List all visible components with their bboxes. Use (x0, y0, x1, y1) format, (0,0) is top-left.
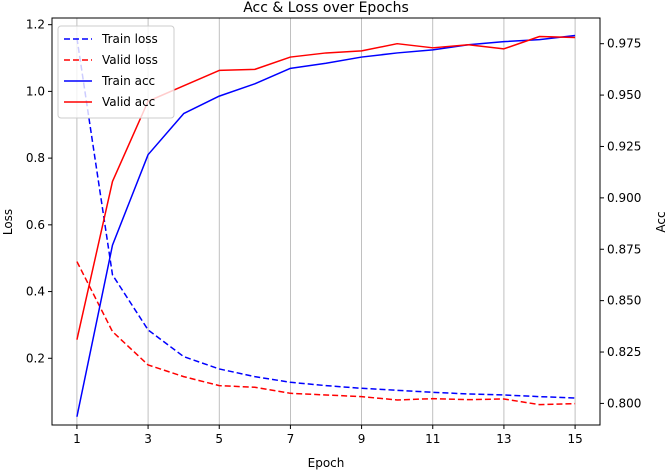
data-point-train-loss (574, 397, 576, 399)
data-point-valid-acc (432, 47, 434, 49)
x-tick-label: 15 (567, 432, 582, 446)
data-point-train-acc (574, 35, 576, 37)
data-point-train-loss (183, 356, 185, 358)
data-point-train-loss (218, 368, 220, 370)
x-tick-label: 13 (496, 432, 511, 446)
data-point-valid-acc (574, 37, 576, 39)
data-point-train-acc (112, 244, 114, 246)
data-point-valid-loss (396, 399, 398, 401)
data-point-valid-acc (218, 70, 220, 72)
series-line-train-acc (76, 34, 576, 417)
x-axis-label: Epoch (308, 456, 345, 470)
data-point-train-loss (467, 393, 469, 395)
right-y-tick-label: 0.875 (607, 242, 641, 256)
data-point-valid-acc (112, 181, 114, 183)
left-y-tick-label: 1.2 (26, 18, 45, 32)
data-point-valid-loss (467, 399, 469, 401)
data-point-valid-acc (254, 68, 256, 70)
data-point-valid-loss (325, 394, 327, 396)
data-point-train-loss (290, 381, 292, 383)
right-y-axis: 0.800 0.825 0.850 0.875 0.900 0.925 0.950 0.975 (600, 37, 641, 410)
data-point-valid-loss (76, 261, 78, 263)
data-point-train-acc (76, 416, 78, 418)
chart-title: Acc & Loss over Epochs (243, 0, 409, 16)
right-y-tick-label: 0.925 (607, 139, 641, 153)
data-point-valid-acc (467, 44, 469, 46)
data-point-train-acc (396, 52, 398, 54)
right-y-tick-label: 0.975 (607, 37, 641, 51)
data-point-train-loss (503, 394, 505, 396)
data-point-train-loss (112, 274, 114, 276)
right-y-tick-label: 0.825 (607, 345, 641, 359)
data-point-valid-loss (503, 398, 505, 400)
data-point-train-acc (503, 41, 505, 43)
data-point-train-loss (361, 387, 363, 389)
data-point-train-loss (539, 396, 541, 398)
data-point-train-loss (147, 329, 149, 331)
left-y-axis-label: Loss (1, 209, 15, 235)
left-y-tick-label: 0.4 (26, 285, 45, 299)
data-point-train-loss (325, 385, 327, 387)
data-point-train-acc (432, 49, 434, 51)
data-point-train-acc (361, 56, 363, 58)
left-y-tick-label: 0.2 (26, 351, 45, 365)
plot-frame (51, 17, 601, 426)
data-point-valid-acc (539, 36, 541, 38)
data-point-valid-acc (503, 48, 505, 50)
data-point-train-acc (539, 39, 541, 41)
data-point-valid-acc (183, 85, 185, 87)
legend-label-valid-acc: Valid acc (102, 95, 155, 109)
legend-box (57, 25, 175, 119)
right-y-axis-label: Acc (654, 211, 668, 232)
data-point-valid-loss (574, 403, 576, 405)
data-point-train-acc (290, 67, 292, 69)
series-line-valid-loss (76, 261, 576, 406)
data-point-valid-acc (396, 43, 398, 45)
data-point-valid-acc (325, 52, 327, 54)
left-y-axis: 0.2 0.4 0.6 0.8 1.0 1.2 (26, 18, 52, 365)
data-point-valid-loss (218, 385, 220, 387)
data-point-valid-loss (539, 404, 541, 406)
series-line-train-loss (76, 37, 576, 399)
data-point-valid-loss (290, 392, 292, 394)
data-point-train-loss (396, 389, 398, 391)
x-tick-label: 11 (425, 432, 440, 446)
data-point-valid-acc (290, 56, 292, 58)
x-tick-label: 3 (144, 432, 152, 446)
right-y-tick-label: 0.900 (607, 191, 641, 205)
data-point-valid-acc (76, 339, 78, 341)
data-point-train-loss (254, 376, 256, 378)
data-point-train-loss (432, 391, 434, 393)
left-y-tick-label: 0.6 (26, 218, 45, 232)
data-point-valid-loss (432, 398, 434, 400)
x-tick-label: 9 (358, 432, 366, 446)
left-y-tick-label: 1.0 (26, 84, 45, 98)
right-y-tick-label: 0.950 (607, 88, 641, 102)
x-tick-label: 5 (215, 432, 223, 446)
legend-label-train-loss: Train loss (101, 32, 158, 46)
data-point-valid-loss (112, 331, 114, 333)
data-point-train-acc (325, 62, 327, 64)
data-point-valid-loss (361, 396, 363, 398)
data-point-valid-loss (147, 364, 149, 366)
data-point-train-acc (254, 83, 256, 85)
data-point-valid-loss (183, 376, 185, 378)
data-point-train-acc (218, 95, 220, 97)
data-point-valid-acc (361, 50, 363, 52)
legend-label-valid-loss: Valid loss (102, 53, 158, 67)
data-point-train-acc (183, 113, 185, 115)
data-point-valid-loss (254, 386, 256, 388)
legend-label-train-acc: Train acc (101, 74, 155, 88)
right-y-tick-label: 0.850 (607, 294, 641, 308)
left-y-tick-label: 0.8 (26, 151, 45, 165)
x-tick-label: 1 (73, 432, 81, 446)
x-axis: 1 3 5 7 9 11 13 15 (73, 425, 583, 446)
data-point-train-acc (147, 154, 149, 156)
legend: Train loss Valid loss Train acc Valid acc (57, 25, 175, 119)
x-tick-label: 7 (287, 432, 295, 446)
right-y-tick-label: 0.800 (607, 396, 641, 410)
